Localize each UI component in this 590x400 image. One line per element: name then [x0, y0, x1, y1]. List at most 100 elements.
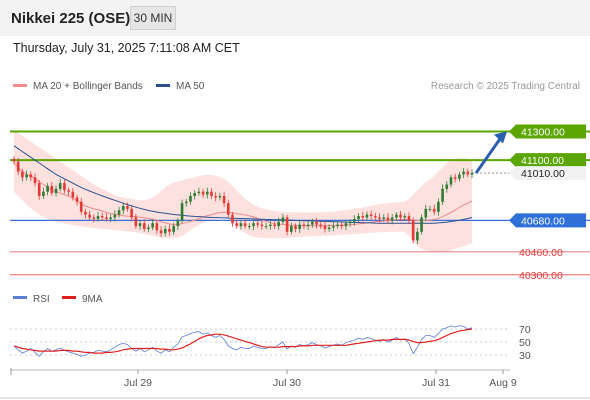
candle: [281, 214, 285, 225]
candle: [348, 219, 352, 227]
candle: [243, 219, 247, 229]
candle: [323, 221, 327, 233]
candle: [298, 220, 302, 233]
legend-label-ma20: MA 20 + Bollinger Bands: [33, 81, 143, 92]
candle: [155, 220, 159, 234]
candle: [252, 219, 255, 231]
level-label-41010.00: 41010.00: [521, 168, 565, 180]
x-tick-label: Jul 31: [422, 377, 450, 389]
candle: [88, 210, 91, 221]
candle: [449, 174, 453, 188]
header-bar: Nikkei 225 (OSE) 30 MIN: [0, 0, 590, 36]
level-tag-41100.00: [509, 153, 586, 168]
candle: [71, 188, 75, 201]
bollinger-band-area: [14, 131, 472, 252]
candle: [273, 221, 276, 229]
candle: [231, 212, 234, 227]
candle: [420, 214, 423, 235]
candle: [210, 188, 213, 200]
forecast-arrow-layer: [474, 131, 507, 174]
candle: [159, 226, 163, 238]
candle: [113, 210, 117, 222]
candle: [134, 213, 138, 229]
candle: [142, 219, 146, 232]
rsi-tick-label: 50: [519, 337, 531, 349]
candle: [79, 198, 83, 215]
candle: [235, 219, 238, 229]
candle: [100, 212, 104, 221]
candle: [92, 214, 96, 223]
candle: [138, 220, 142, 230]
level-tag-41300.00: [509, 124, 586, 139]
candle: [332, 221, 335, 231]
candle: [357, 213, 360, 222]
candle: [390, 214, 394, 225]
candle: [319, 221, 323, 229]
level-label-41100.00: 41100.00: [521, 155, 564, 167]
candle: [63, 179, 66, 194]
timeframe-button[interactable]: 30 MIN: [130, 6, 176, 30]
candle: [67, 187, 70, 196]
candle: [416, 227, 419, 245]
candle: [407, 212, 411, 225]
legend-label-ma50: MA 50: [176, 81, 205, 92]
candle: [361, 212, 365, 222]
legend-swatch-ma50: [156, 84, 170, 87]
candle: [21, 168, 24, 182]
candle: [12, 156, 16, 165]
level-label-40680.00: 40680.00: [521, 215, 565, 227]
candle: [453, 173, 457, 183]
instrument-title: Nikkei 225 (OSE): [11, 10, 131, 27]
candle: [382, 214, 386, 222]
candle: [269, 220, 272, 230]
candle: [42, 187, 45, 199]
candle: [126, 202, 129, 212]
ma20-line: [13, 162, 473, 227]
candle: [121, 203, 125, 215]
candle: [437, 198, 440, 216]
candle: [336, 221, 339, 229]
bollinger-band-layer: [14, 131, 472, 252]
candlestick-layer: [12, 156, 474, 245]
candle: [239, 220, 243, 230]
candle: [96, 212, 100, 222]
candle: [168, 224, 171, 236]
legend-swatch-rsi: [13, 296, 27, 299]
candle: [386, 213, 390, 224]
candle: [399, 211, 402, 222]
candle: [411, 217, 415, 244]
candle: [117, 206, 121, 218]
level-label-40300.00: 40300.00: [519, 270, 563, 282]
forecast-arrow-head: [494, 131, 507, 144]
candle: [25, 170, 28, 181]
level-tag-41010.00: [509, 166, 586, 181]
candle: [58, 178, 62, 192]
level-label-40460.00: 40460.00: [519, 247, 563, 259]
x-axis-layer: Jul 29 Jul 30 Jul 31 Aug 9: [10, 368, 517, 389]
candle: [432, 204, 436, 216]
candle: [214, 191, 217, 202]
candle: [84, 208, 87, 219]
candle: [130, 206, 133, 222]
candle: [277, 217, 281, 230]
candle: [50, 181, 54, 196]
candle: [306, 220, 310, 230]
moving-average-layer: [13, 145, 473, 227]
candle: [462, 167, 465, 179]
x-tick-label: Aug 9: [489, 377, 517, 389]
candle: [302, 221, 306, 230]
candle: [193, 190, 196, 200]
candle: [260, 220, 264, 230]
forecast-arrow-shaft: [474, 136, 503, 174]
candle: [378, 213, 381, 223]
candle: [176, 217, 180, 230]
candle: [151, 219, 154, 231]
candle: [285, 214, 289, 236]
candle: [315, 217, 318, 229]
candle: [395, 212, 398, 221]
candle: [369, 210, 373, 220]
candle: [441, 184, 444, 205]
candle: [311, 218, 314, 228]
